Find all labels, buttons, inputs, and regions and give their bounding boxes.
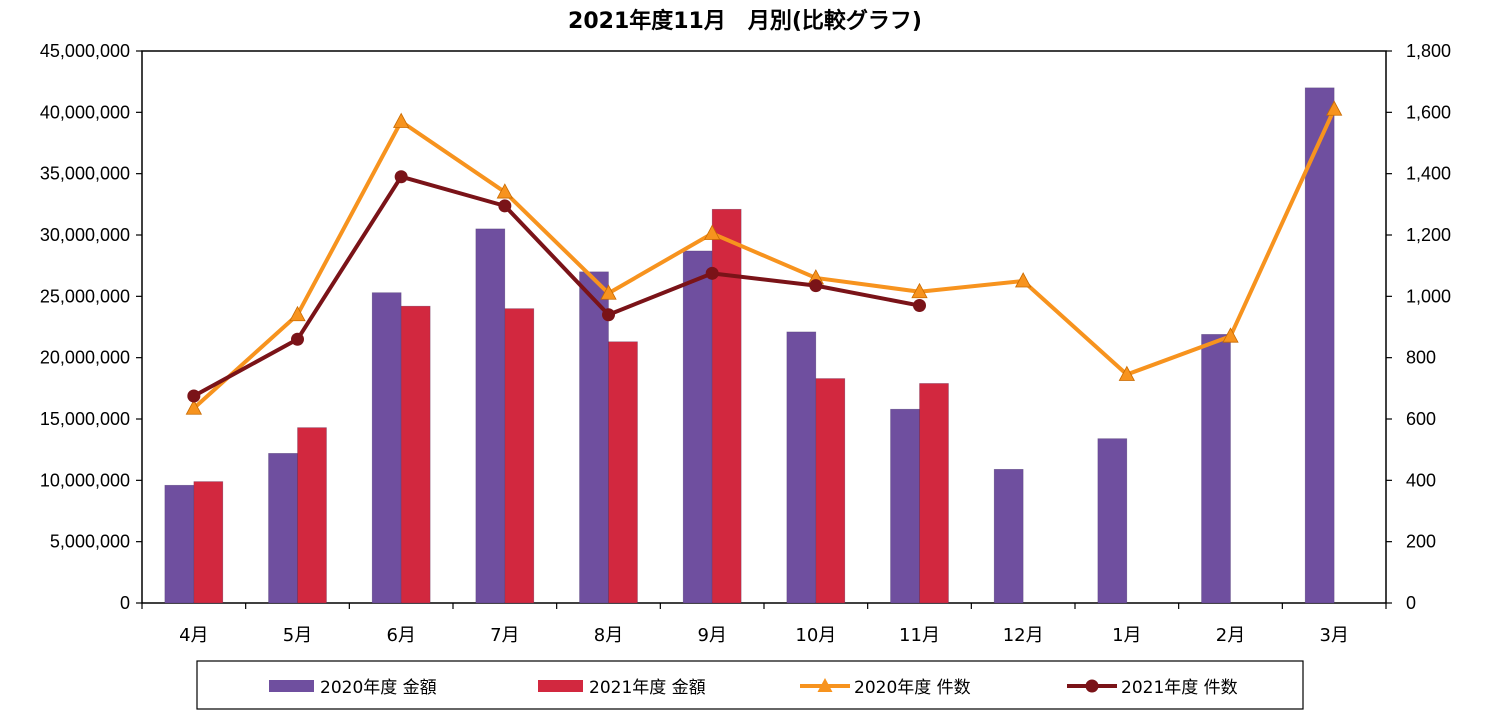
legend-swatch bbox=[538, 680, 583, 692]
point-marker bbox=[394, 170, 408, 184]
y-tick-label: 35,000,000 bbox=[40, 164, 130, 184]
y2-tick-label: 400 bbox=[1406, 470, 1436, 490]
x-tick-label: 3月 bbox=[1319, 625, 1348, 646]
point-marker bbox=[291, 332, 304, 346]
x-tick-label: 4月 bbox=[179, 625, 208, 646]
point-marker bbox=[911, 282, 928, 299]
bar bbox=[1304, 87, 1335, 604]
legend-box bbox=[196, 660, 1304, 710]
bar bbox=[919, 383, 949, 604]
plot-frame bbox=[141, 50, 1387, 604]
y-tick-label: 20,000,000 bbox=[40, 348, 130, 368]
x-tick-label: 1月 bbox=[1112, 625, 1141, 646]
x-tick-label: 9月 bbox=[697, 625, 726, 646]
y2-tick-label: 800 bbox=[1406, 348, 1436, 368]
point-marker bbox=[703, 224, 721, 240]
bar bbox=[268, 453, 298, 604]
bar bbox=[682, 250, 713, 604]
point-marker bbox=[496, 183, 514, 199]
x-tick-label: 2月 bbox=[1216, 625, 1245, 646]
legend-marker bbox=[817, 678, 833, 692]
point-marker bbox=[600, 284, 617, 300]
y-tick-label: 45,000,000 bbox=[40, 41, 130, 61]
plot-area: 0 5,000,000 10,000,000 15,000,000 20,000,000… bbox=[40, 41, 1451, 646]
point-marker bbox=[705, 266, 719, 280]
series-line bbox=[192, 174, 920, 398]
bar bbox=[504, 308, 535, 604]
y2-tick-label: 600 bbox=[1406, 409, 1436, 429]
x-tick-label: 11月 bbox=[899, 625, 940, 646]
y-tick-label: 30,000,000 bbox=[40, 225, 130, 245]
point-marker bbox=[809, 279, 823, 293]
legend-label: 2021年度 金額 bbox=[589, 678, 706, 698]
y2-tick-label: 200 bbox=[1406, 532, 1436, 552]
point-marker bbox=[1325, 100, 1343, 116]
bar bbox=[815, 378, 846, 604]
legend-marker bbox=[1085, 679, 1099, 693]
legend-label: 2021年度 件数 bbox=[1121, 678, 1238, 698]
y-tick-label: 15,000,000 bbox=[40, 409, 130, 429]
point-marker bbox=[1118, 365, 1136, 381]
bar bbox=[711, 208, 742, 604]
bar bbox=[164, 484, 195, 604]
chart-title: 2021年度11月 月別(比較グラフ) bbox=[568, 8, 922, 34]
bar bbox=[993, 468, 1024, 604]
y-tick-label: 0 bbox=[120, 593, 130, 613]
bar bbox=[400, 305, 431, 604]
x-tick-label: 8月 bbox=[594, 625, 623, 646]
bar bbox=[371, 292, 402, 604]
y2-tick-label: 1,400 bbox=[1406, 164, 1451, 184]
bar bbox=[890, 408, 920, 604]
y2-tick-label: 1,600 bbox=[1406, 102, 1451, 122]
y-tick-label: 5,000,000 bbox=[50, 532, 130, 552]
bar bbox=[297, 427, 327, 604]
point-marker bbox=[602, 308, 615, 322]
x-tick-label: 5月 bbox=[283, 625, 312, 646]
bar bbox=[786, 331, 817, 604]
y-tick-label: 25,000,000 bbox=[40, 286, 130, 306]
point-marker bbox=[185, 399, 203, 415]
y2-tick-label: 0 bbox=[1406, 593, 1416, 613]
y2-tick-label: 1,800 bbox=[1406, 41, 1451, 61]
point-marker bbox=[1222, 327, 1239, 343]
bar bbox=[608, 341, 638, 604]
y-tick-label: 40,000,000 bbox=[40, 102, 130, 122]
point-marker bbox=[913, 299, 926, 313]
x-tick-label: 12月 bbox=[1003, 625, 1044, 646]
y-tick-label: 10,000,000 bbox=[40, 470, 130, 490]
x-tick-label: 10月 bbox=[795, 625, 836, 646]
point-marker bbox=[1014, 272, 1032, 288]
legend-label: 2020年度 金額 bbox=[320, 678, 437, 698]
bar bbox=[1201, 334, 1231, 604]
legend: 2020年度 金額 2021年度 金額 2020年度 件数 2021年度 件数 bbox=[196, 660, 1304, 710]
y2-tick-label: 1,000 bbox=[1406, 286, 1451, 306]
x-tick-label: 6月 bbox=[386, 625, 415, 646]
y2-tick-label: 1,200 bbox=[1406, 225, 1451, 245]
bar bbox=[1097, 438, 1128, 604]
point-marker bbox=[289, 305, 306, 322]
legend-swatch bbox=[269, 680, 314, 692]
point-marker bbox=[498, 199, 512, 213]
x-tick-label: 7月 bbox=[490, 625, 519, 646]
point-marker bbox=[187, 389, 201, 403]
bar bbox=[579, 271, 609, 604]
legend-label: 2020年度 件数 bbox=[854, 678, 971, 698]
series-line bbox=[192, 108, 1336, 410]
point-marker bbox=[392, 112, 410, 128]
bar bbox=[475, 228, 506, 604]
bar bbox=[193, 481, 224, 604]
